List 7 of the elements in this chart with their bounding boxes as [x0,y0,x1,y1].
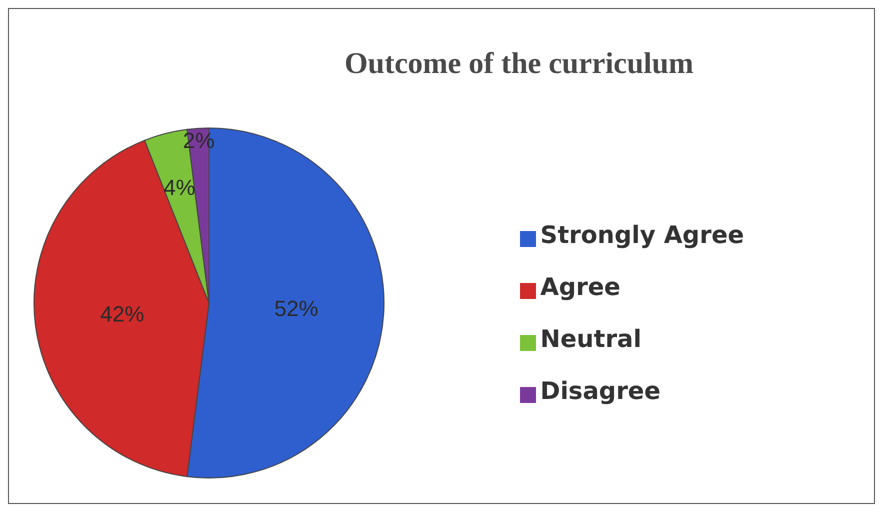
legend-label: Strongly Agree [540,221,744,249]
chart-title: Outcome of the curriculum [343,47,695,81]
data-label: 42% [100,301,144,326]
legend-label: Neutral [540,325,642,353]
data-label: 52% [274,296,318,321]
legend-label: Agree [540,273,620,301]
legend-label: Disagree [540,377,660,405]
